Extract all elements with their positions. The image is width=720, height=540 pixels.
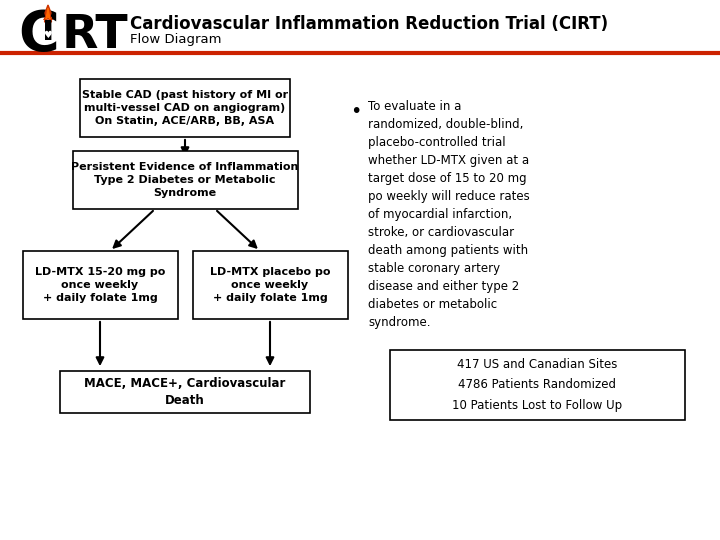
Text: LD-MTX 15-20 mg po
once weekly
+ daily folate 1mg: LD-MTX 15-20 mg po once weekly + daily f… (35, 267, 165, 303)
Text: Flow Diagram: Flow Diagram (130, 33, 222, 46)
Text: RT: RT (62, 12, 129, 57)
Text: C: C (18, 8, 59, 62)
Text: 417 US and Canadian Sites
4786 Patients Randomized
10 Patients Lost to Follow Up: 417 US and Canadian Sites 4786 Patients … (452, 359, 623, 411)
FancyBboxPatch shape (22, 251, 178, 319)
Polygon shape (46, 8, 50, 19)
Text: LD-MTX placebo po
once weekly
+ daily folate 1mg: LD-MTX placebo po once weekly + daily fo… (210, 267, 330, 303)
FancyBboxPatch shape (80, 79, 290, 137)
FancyBboxPatch shape (390, 350, 685, 420)
Text: i: i (42, 13, 54, 47)
Text: Cardiovascular Inflammation Reduction Trial (CIRT): Cardiovascular Inflammation Reduction Tr… (130, 15, 608, 33)
FancyBboxPatch shape (73, 151, 297, 209)
Text: •: • (350, 102, 361, 121)
FancyBboxPatch shape (192, 251, 348, 319)
Text: Persistent Evidence of Inflammation
Type 2 Diabetes or Metabolic
Syndrome: Persistent Evidence of Inflammation Type… (71, 162, 299, 198)
Text: ♥: ♥ (44, 30, 53, 40)
Text: Stable CAD (past history of MI or
multi-vessel CAD on angiogram)
On Statin, ACE/: Stable CAD (past history of MI or multi-… (82, 90, 288, 126)
Text: MACE, MACE+, Cardiovascular
Death: MACE, MACE+, Cardiovascular Death (84, 377, 286, 407)
Polygon shape (44, 5, 52, 20)
Text: To evaluate in a
randomized, double-blind,
placebo-controlled trial
whether LD-M: To evaluate in a randomized, double-blin… (368, 100, 530, 329)
FancyBboxPatch shape (60, 371, 310, 413)
